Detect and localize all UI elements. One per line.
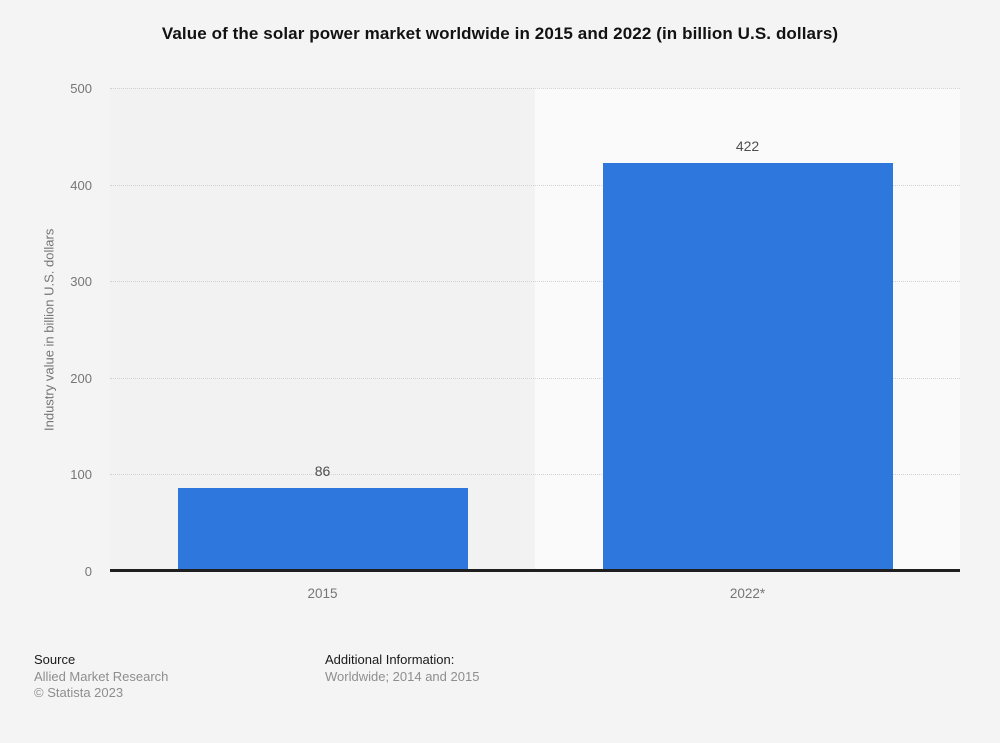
copyright-notice: © Statista 2023	[34, 685, 124, 700]
bar-2022[interactable]	[602, 163, 893, 571]
gridline-100	[110, 474, 960, 476]
x-axis-line	[110, 569, 960, 572]
chart-title: Value of the solar power market worldwid…	[161, 24, 839, 43]
source-block: Source Allied Market Research © Statista…	[34, 652, 168, 702]
additional-info-label: Additional Information:	[325, 652, 455, 667]
y-tick-label-500: 500	[70, 81, 92, 96]
value-label-2022: 422	[735, 138, 760, 155]
x-category-label-2015: 2015	[307, 586, 338, 601]
plot-area: 86 422	[110, 88, 960, 571]
bar-2015[interactable]	[177, 487, 468, 571]
y-tick-label-300: 300	[70, 274, 92, 290]
additional-info-block: Additional Information: Worldwide; 2014 …	[325, 652, 479, 685]
gridline-200	[110, 377, 960, 379]
source-label: Source	[34, 652, 76, 667]
y-tick-label-0: 0	[84, 564, 92, 579]
source-name: Allied Market Research	[34, 668, 169, 684]
gridline-500	[110, 88, 960, 89]
gridline-300	[110, 281, 960, 283]
additional-info-text: Worldwide; 2014 and 2015	[325, 668, 480, 684]
y-tick-label-400: 400	[70, 177, 92, 193]
gridline-400	[110, 184, 960, 186]
y-tick-label-100: 100	[70, 467, 92, 483]
y-axis-title: Industry value in billion U.S. dollars	[41, 228, 57, 431]
x-category-label-2022: 2022*	[729, 586, 766, 601]
value-label-2015: 86	[314, 462, 331, 479]
y-tick-label-200: 200	[70, 370, 92, 386]
